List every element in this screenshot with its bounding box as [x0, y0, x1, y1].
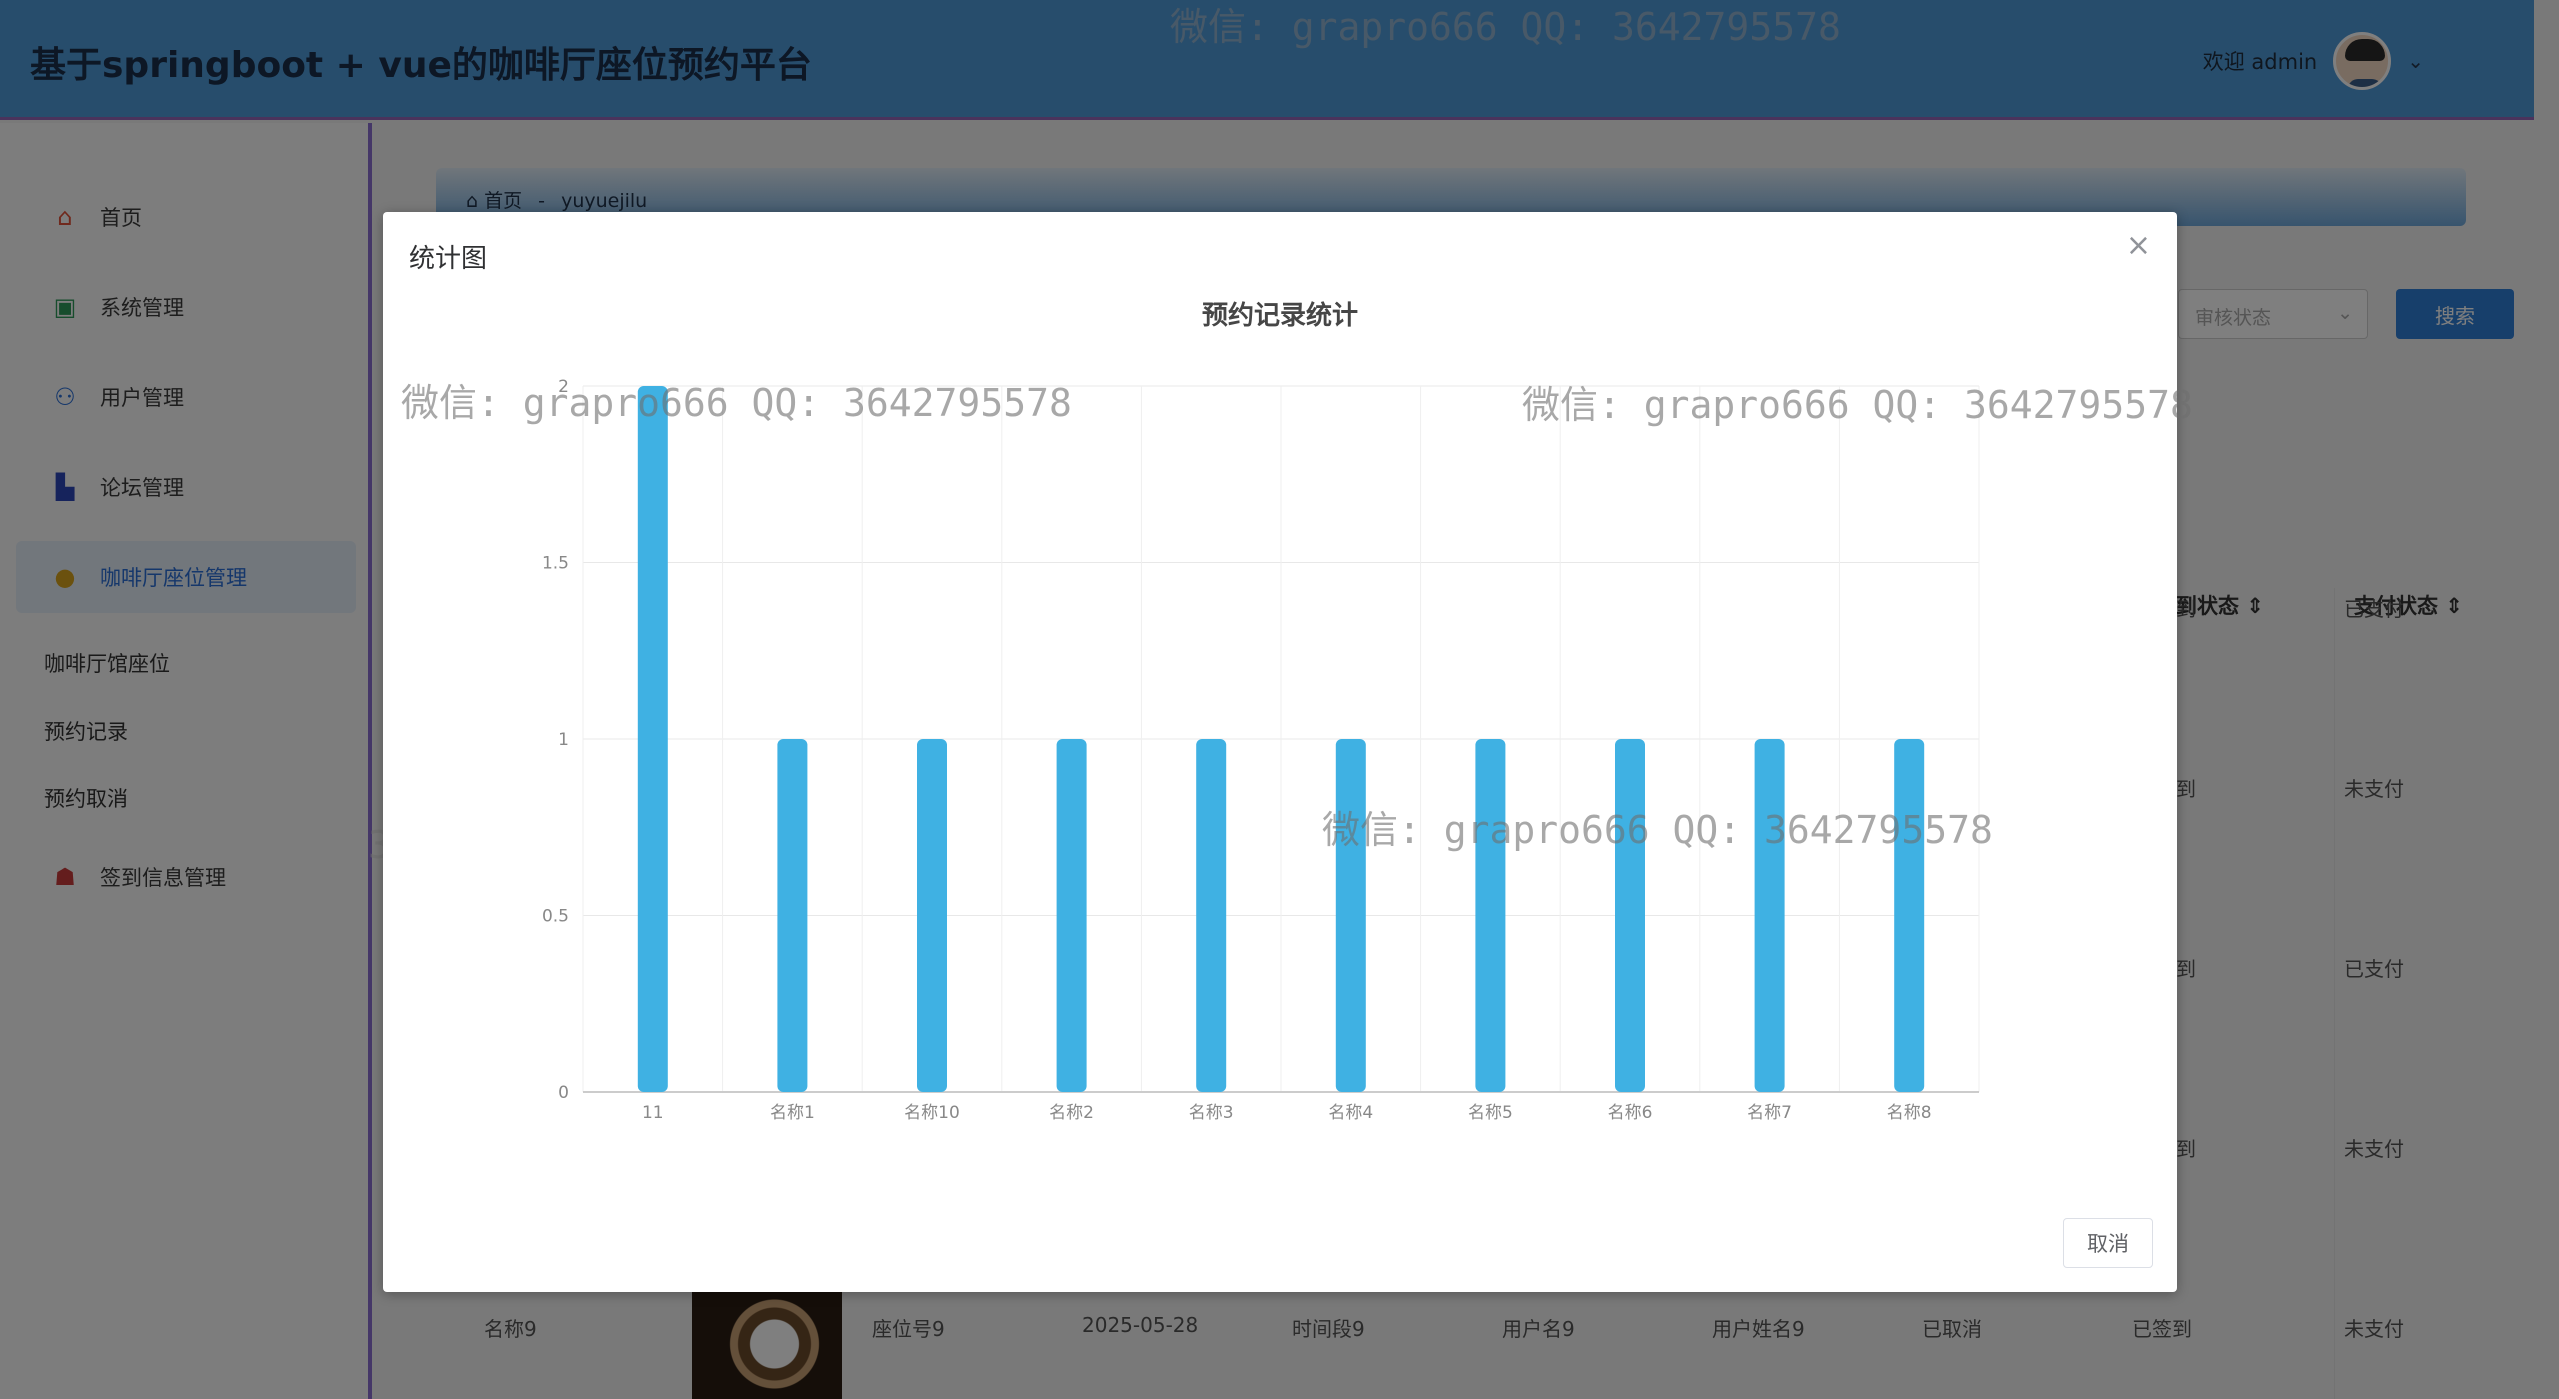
bar[interactable]: [1754, 739, 1785, 1092]
x-tick-label: 名称8: [1887, 1103, 1932, 1123]
x-tick-label: 名称1: [770, 1103, 815, 1123]
bar-chart: 预约记录统计 0 0.5 1 1.5 2 11 名称1 名称10 名称2 名称3 名称4 名称5 名称6…: [542, 300, 1980, 1123]
y-tick-label: 1: [558, 730, 569, 750]
bar[interactable]: [1894, 739, 1925, 1092]
x-tick-label: 名称7: [1747, 1103, 1792, 1123]
bar[interactable]: [1196, 739, 1227, 1092]
chart-title: 预约记录统计: [1202, 300, 1358, 331]
bar[interactable]: [777, 739, 808, 1092]
y-tick-label: 2: [558, 377, 569, 397]
chart-bars: [637, 386, 1925, 1092]
bar[interactable]: [917, 739, 947, 1092]
watermark-text: 微信: grapro666 QQ: 3642795578: [401, 381, 1072, 425]
watermark-text: 微信: grapro666 QQ: 3642795578: [1322, 808, 1993, 852]
y-tick-label: 0.5: [542, 907, 569, 927]
bar[interactable]: [1615, 739, 1645, 1092]
x-tick-label: 名称4: [1328, 1103, 1373, 1123]
chart-grid: [582, 385, 1980, 1093]
x-tick-label: 名称2: [1049, 1103, 1094, 1123]
watermark-text: 微信: grapro666 QQ: 3642795578: [1522, 383, 2193, 427]
x-tick-label: 11: [642, 1103, 664, 1123]
y-tick-label: 0: [558, 1083, 569, 1103]
cancel-button[interactable]: 取消: [2063, 1218, 2153, 1268]
bar[interactable]: [637, 386, 668, 1092]
y-tick-label: 1.5: [542, 554, 569, 574]
x-tick-label: 名称3: [1189, 1103, 1234, 1123]
x-tick-label: 名称10: [904, 1103, 960, 1123]
bar[interactable]: [1475, 739, 1506, 1092]
x-tick-label: 名称6: [1608, 1103, 1653, 1123]
close-icon[interactable]: ×: [2125, 228, 2151, 263]
chart-labels: 0 0.5 1 1.5 2 11 名称1 名称10 名称2 名称3 名称4 名称5 名称6 名称7 名称8: [542, 377, 1932, 1123]
bar[interactable]: [1335, 739, 1366, 1092]
bar[interactable]: [1056, 739, 1087, 1092]
statistics-dialog: 统计图 × 预约记录统计 0 0.5 1 1.5 2 11 名称1 名称10 名称2 名称3 名称4…: [383, 212, 2193, 1292]
dialog-title: 统计图: [409, 244, 488, 274]
x-tick-label: 名称5: [1468, 1103, 1513, 1123]
